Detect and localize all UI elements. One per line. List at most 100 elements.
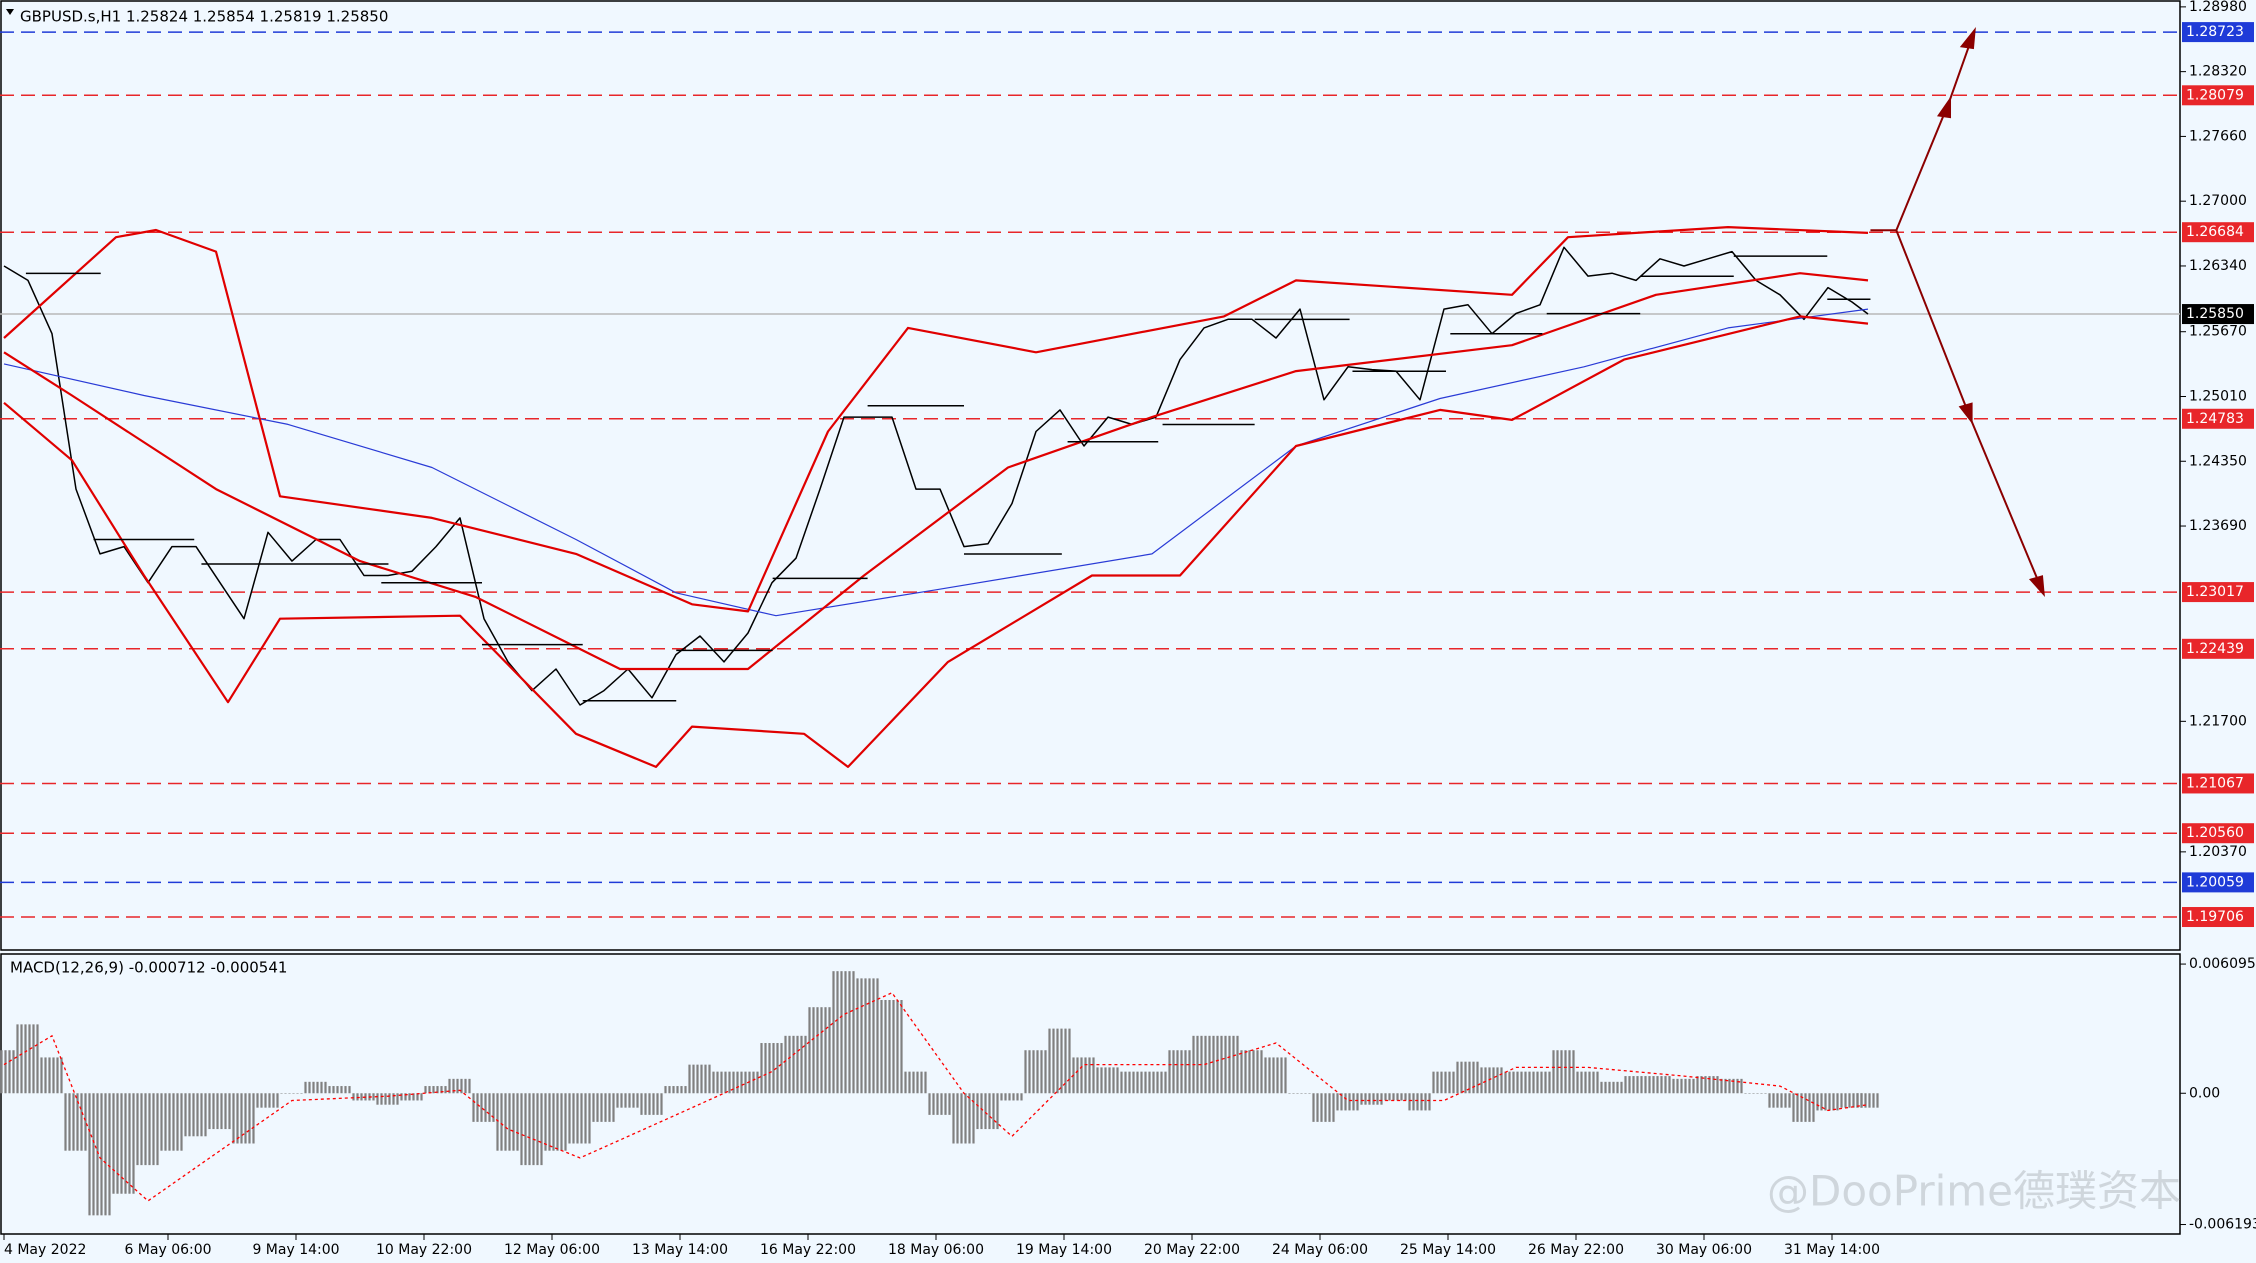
support-resistance-segments xyxy=(26,256,1871,701)
macd-bar xyxy=(64,1093,88,1151)
macd-bar xyxy=(688,1064,712,1094)
macd-bar xyxy=(160,1093,184,1151)
macd-bar xyxy=(1504,1071,1528,1094)
level-label-box xyxy=(2182,823,2254,844)
level-label: 1.20560 xyxy=(2186,825,2244,841)
level-label-box xyxy=(2182,872,2254,893)
menu-triangle[interactable] xyxy=(6,9,14,15)
level-label: 1.24783 xyxy=(2186,411,2244,427)
x-tick-label: 13 May 14:00 xyxy=(632,1242,728,1258)
level-label-box xyxy=(2182,907,2254,928)
y-tick-label: 0.00 xyxy=(2189,1085,2220,1101)
macd-bar xyxy=(232,1093,256,1144)
x-tick-label: 24 May 06:00 xyxy=(1272,1242,1368,1258)
y-tick-label: 1.28320 xyxy=(2189,64,2247,80)
macd-bar xyxy=(568,1093,592,1144)
macd-bar xyxy=(1552,1050,1576,1094)
x-tick-label: 4 May 2022 xyxy=(4,1242,86,1258)
level-label-box xyxy=(2182,222,2254,243)
level-label-box xyxy=(2182,582,2254,603)
macd-bar xyxy=(328,1086,352,1094)
level-label: 1.21067 xyxy=(2186,775,2244,791)
arrow-head xyxy=(1936,96,1952,119)
level-label: 1.20059 xyxy=(2186,874,2244,890)
macd-bar xyxy=(280,1093,304,1094)
signal-line xyxy=(3,991,1869,1202)
series-line xyxy=(3,272,1869,671)
macd-bar xyxy=(1408,1093,1432,1111)
level-label-box xyxy=(2182,85,2254,106)
macd-bar xyxy=(808,1007,832,1094)
macd-bar xyxy=(1168,1050,1192,1094)
level-label-box xyxy=(2182,773,2254,794)
arrow-head xyxy=(1958,402,1973,425)
x-tick-label: 20 May 22:00 xyxy=(1144,1242,1240,1258)
x-tick-label: 30 May 06:00 xyxy=(1656,1242,1752,1258)
macd-bar xyxy=(856,978,880,1094)
y-tick-label: 0.006095 xyxy=(2189,956,2256,972)
x-tick-label: 16 May 22:00 xyxy=(760,1242,856,1258)
macd-bar xyxy=(472,1093,496,1122)
macd-bar xyxy=(304,1081,328,1094)
macd-bar xyxy=(1816,1093,1840,1111)
macd-bar xyxy=(1288,1093,1312,1094)
level-label: 1.23017 xyxy=(2186,584,2244,600)
macd-bar xyxy=(208,1093,232,1130)
y-tick-label: 1.21700 xyxy=(2189,713,2247,729)
macd-bar xyxy=(1624,1076,1648,1094)
level-label-box xyxy=(2182,22,2254,43)
macd-bar xyxy=(376,1093,400,1105)
macd-bar xyxy=(760,1043,784,1094)
level-label: 1.25850 xyxy=(2186,306,2244,322)
macd-bar xyxy=(880,999,904,1094)
macd-bar xyxy=(1216,1035,1240,1094)
macd-bar xyxy=(640,1093,664,1115)
macd-bar xyxy=(520,1093,544,1166)
macd-bar xyxy=(184,1093,208,1137)
macd-bar xyxy=(1312,1093,1336,1122)
segment xyxy=(26,256,1871,701)
levels xyxy=(0,31,2180,918)
level-label: 1.19706 xyxy=(2186,909,2244,925)
macd-bar xyxy=(1336,1093,1360,1111)
macd-bar xyxy=(712,1071,736,1094)
macd-bar xyxy=(400,1093,424,1101)
y-tick-label: 1.25010 xyxy=(2189,388,2247,404)
macd-bar xyxy=(1072,1057,1096,1094)
price-series xyxy=(3,226,1869,768)
macd-bar xyxy=(16,1024,40,1094)
arrow-head xyxy=(2028,575,2045,598)
level-label-box xyxy=(2182,304,2254,325)
macd-bar xyxy=(1048,1028,1072,1094)
series-line xyxy=(3,226,1869,613)
macd-bar xyxy=(1480,1067,1504,1094)
y-tick-label: 1.26340 xyxy=(2189,258,2247,274)
projection-arrows xyxy=(1870,27,2045,598)
watermark: @DooPrime德璞资本 xyxy=(1767,1167,2181,1216)
macd-bar xyxy=(0,1050,16,1094)
x-tick-label: 10 May 22:00 xyxy=(376,1242,472,1258)
macd-header: MACD(12,26,9) -0.000712 -0.000541 xyxy=(10,959,287,977)
macd-bar xyxy=(112,1093,136,1194)
level-label: 1.22439 xyxy=(2186,641,2244,657)
arrow-head xyxy=(1959,27,1976,50)
macd-bar xyxy=(1856,1093,1880,1108)
macd-bar xyxy=(784,1035,808,1094)
level-label: 1.28723 xyxy=(2186,24,2244,40)
macd-bar xyxy=(832,971,856,1094)
macd-bar xyxy=(1432,1071,1456,1094)
macd-bar xyxy=(1600,1081,1624,1094)
macd-bar xyxy=(976,1093,1000,1130)
macd-bar xyxy=(1696,1076,1720,1094)
main-panel-frame xyxy=(0,0,2181,951)
x-tick-label: 31 May 14:00 xyxy=(1784,1242,1880,1258)
macd-bar xyxy=(1768,1093,1792,1108)
macd-bar xyxy=(88,1093,112,1216)
macd-bar xyxy=(256,1093,280,1108)
macd-bar xyxy=(1096,1067,1120,1094)
macd-bar xyxy=(40,1057,64,1094)
macd-bar xyxy=(616,1093,640,1108)
y-tick-label: 1.23690 xyxy=(2189,518,2247,534)
